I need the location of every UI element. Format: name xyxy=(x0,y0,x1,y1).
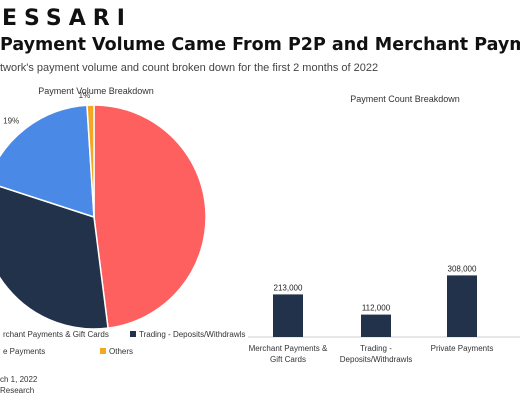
legend-label-3: Others xyxy=(109,347,133,356)
pie-chart-title: Payment Volume Breakdown xyxy=(38,86,154,96)
footer-date: ch 1, 2022 xyxy=(0,375,38,384)
bar-value-label-0: 213,000 xyxy=(274,283,303,292)
pie-chart: Payment Volume Breakdown 32%19%1% xyxy=(0,86,207,330)
legend-label-1: Trading - Deposits/Withdrawls xyxy=(139,330,245,339)
legend-swatch-1 xyxy=(130,331,136,337)
bar-value-label-2: 308,000 xyxy=(448,264,477,273)
pie-slice-0 xyxy=(93,104,207,329)
bar-category-label-1-1: Deposits/Withdrawls xyxy=(340,355,412,364)
bar-category-label-2-0: Private Payments xyxy=(431,344,494,353)
pie-slice-3 xyxy=(86,104,95,218)
bar-chart: Payment Count Breakdown 213,000 Merchant … xyxy=(248,94,520,364)
bar-category-label-1-0: Trading - xyxy=(360,344,392,353)
bar-category-label-0-1: Gift Cards xyxy=(270,355,306,364)
footer-source: Research xyxy=(0,386,35,395)
chart-headline: Payment Volume Came From P2P and Merchan… xyxy=(0,35,520,55)
brand-logo: ESSARI xyxy=(2,6,132,31)
legend-label-0: rchant Payments & Gift Cards xyxy=(3,330,109,339)
legend-swatch-3 xyxy=(100,348,106,354)
legend-label-2: e Payments xyxy=(3,347,45,356)
bar-value-label-1: 112,000 xyxy=(362,304,391,313)
bar-category-label-0-0: Merchant Payments & xyxy=(249,344,328,353)
pie-slice-label-3: 1% xyxy=(79,91,91,100)
bar-chart-title: Payment Count Breakdown xyxy=(350,94,460,104)
pie-slice-1 xyxy=(0,185,109,330)
bar-0 xyxy=(273,294,303,337)
pie-legend: rchant Payments & Gift Cards Trading - De… xyxy=(3,330,245,356)
chart-subheadline: twork's payment volume and count broken … xyxy=(0,62,379,74)
bar-2 xyxy=(447,275,477,337)
pie-slice-2 xyxy=(0,104,95,219)
pie-slice-label-2: 19% xyxy=(3,117,19,126)
bar-1 xyxy=(361,314,391,337)
